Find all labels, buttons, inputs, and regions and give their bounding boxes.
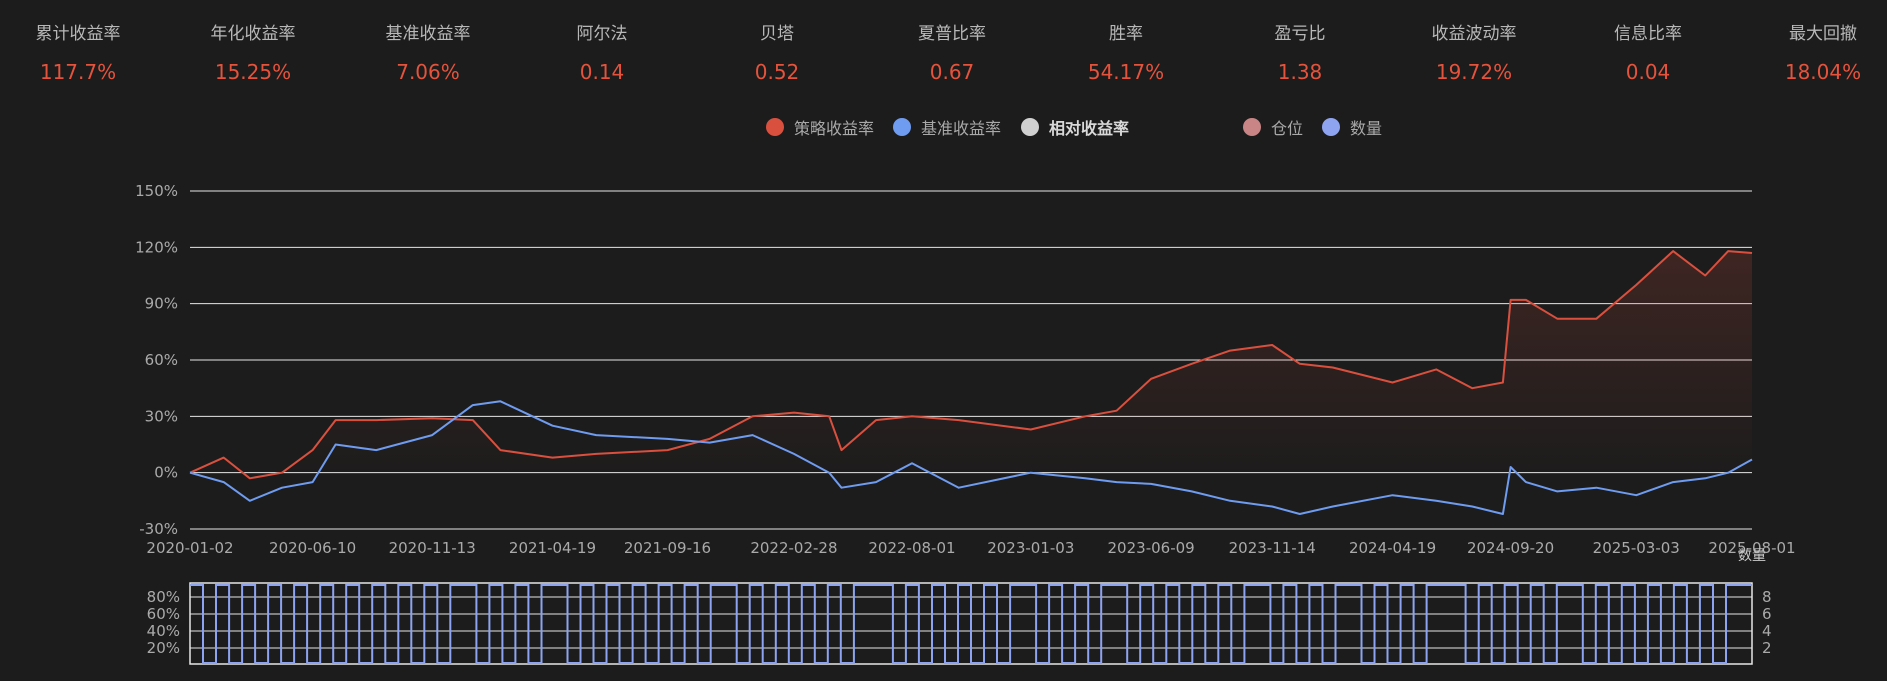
sub-y-tick-label: 80% — [147, 588, 180, 606]
x-tick-label: 2024-04-19 — [1349, 539, 1436, 557]
x-tick-label: 2023-06-09 — [1108, 539, 1195, 557]
y-tick-label: 120% — [135, 238, 178, 256]
stat-9: 信息比率 0.04 — [1578, 20, 1718, 92]
legend-item[interactable]: 仓位 — [1243, 112, 1303, 142]
stat-label: 阿尔法 — [576, 24, 628, 44]
legend-marker — [1021, 118, 1039, 136]
legend-marker — [1243, 118, 1261, 136]
legend-marker — [766, 118, 784, 136]
legend-label: 策略收益率 — [794, 119, 875, 138]
x-tick-label: 2020-01-02 — [146, 539, 233, 557]
strategy-line — [189, 250, 1753, 480]
legend-label: 基准收益率 — [921, 119, 1002, 138]
legend-label: 相对收益率 — [1049, 119, 1130, 138]
stat-value: 0.14 — [579, 60, 625, 84]
stat-label: 年化收益率 — [210, 24, 296, 44]
x-tick-label: 2022-08-01 — [868, 539, 955, 557]
stat-8: 收益波动率 19.72% — [1404, 20, 1544, 92]
stats-bar: 累计收益率 117.7% 年化收益率 15.25% 基准收益率 7.06% 阿尔法 0.14 贝… — [0, 0, 1887, 100]
sub-y-tick-label: 40% — [147, 622, 180, 640]
legend-marker — [893, 118, 911, 136]
stat-label: 信息比率 — [1614, 24, 1682, 44]
stat-label: 累计收益率 — [35, 24, 121, 44]
chart-legend: 策略收益率 基准收益率 相对收益率 仓位 数量 — [0, 112, 1887, 142]
sub-y-tick-label: 20% — [147, 639, 180, 657]
stat-value: 117.7% — [39, 60, 117, 84]
x-tick-label: 2024-09-20 — [1467, 539, 1554, 557]
legend-label: 仓位 — [1271, 119, 1304, 138]
x-tick-label: 2023-11-14 — [1229, 539, 1316, 557]
legend-item[interactable]: 数量 — [1322, 112, 1382, 142]
stat-value: 0.04 — [1625, 60, 1671, 84]
x-tick-label: 2022-02-28 — [750, 539, 837, 557]
legend-item[interactable]: 策略收益率 — [766, 112, 874, 142]
legend-item[interactable]: 相对收益率 — [1021, 112, 1129, 142]
sub-y-tick-label: 60% — [147, 605, 180, 623]
x-tick-label: 2021-09-16 — [624, 539, 711, 557]
position-line — [190, 584, 1752, 664]
stat-value: 15.25% — [214, 60, 292, 84]
stat-10: 最大回撤 18.04% — [1753, 20, 1887, 92]
sub-y-tick-label-right: 2 — [1762, 639, 1772, 657]
stat-value: 0.52 — [754, 60, 800, 84]
stat-2: 基准收益率 7.06% — [358, 20, 498, 92]
legend-marker — [1322, 118, 1340, 136]
y-tick-label: 0% — [154, 464, 178, 482]
legend-item[interactable]: 基准收益率 — [893, 112, 1001, 142]
stat-value: 54.17% — [1087, 60, 1165, 84]
stat-3: 阿尔法 0.14 — [532, 20, 672, 92]
stat-label: 夏普比率 — [918, 24, 986, 44]
stat-label: 盈亏比 — [1274, 24, 1326, 44]
sub-y-tick-label-right: 8 — [1762, 588, 1772, 606]
stat-label: 收益波动率 — [1431, 24, 1517, 44]
x-tick-label: 2021-04-19 — [509, 539, 596, 557]
stat-value: 1.38 — [1277, 60, 1323, 84]
x-tick-label: 2023-01-03 — [987, 539, 1074, 557]
stat-label: 胜率 — [1109, 24, 1143, 44]
stat-value: 7.06% — [396, 60, 460, 84]
x-tick-label: 2020-06-10 — [269, 539, 356, 557]
stat-4: 贝塔 0.52 — [707, 20, 847, 92]
sub-y-tick-label-right: 4 — [1762, 622, 1772, 640]
stat-value: 18.04% — [1784, 60, 1862, 84]
stat-value: 19.72% — [1435, 60, 1513, 84]
stat-6: 胜率 54.17% — [1056, 20, 1196, 92]
strategy-area — [190, 251, 1752, 479]
y-tick-label: 90% — [145, 295, 178, 313]
y-tick-label: -30% — [139, 520, 178, 538]
series-label-quantity: 数量 — [1738, 548, 1766, 564]
stat-7: 盈亏比 1.38 — [1230, 20, 1370, 92]
stat-label: 最大回撤 — [1789, 24, 1857, 44]
stat-label: 贝塔 — [760, 24, 794, 44]
stat-5: 夏普比率 0.67 — [882, 20, 1022, 92]
legend-label: 数量 — [1350, 119, 1383, 138]
x-tick-label: 2025-08-01 — [1708, 539, 1795, 557]
stat-label: 基准收益率 — [385, 24, 471, 44]
sub-y-tick-label-right: 6 — [1762, 605, 1772, 623]
stat-1: 年化收益率 15.25% — [183, 20, 323, 92]
x-tick-label: 2025-03-03 — [1593, 539, 1680, 557]
y-tick-label: 60% — [145, 351, 178, 369]
stat-value: 0.67 — [929, 60, 975, 84]
x-tick-label: 2020-11-13 — [389, 539, 476, 557]
stat-0: 累计收益率 117.7% — [8, 20, 148, 92]
benchmark-line — [189, 400, 1753, 515]
y-tick-label: 30% — [145, 407, 178, 425]
y-tick-label: 150% — [135, 182, 178, 200]
